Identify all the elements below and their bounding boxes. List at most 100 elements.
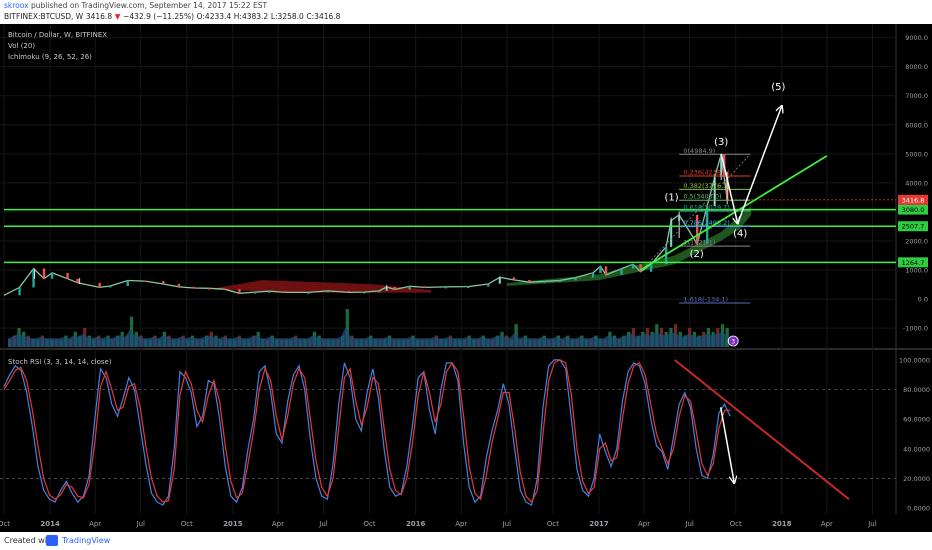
candle [393, 286, 396, 290]
fib-level-label: 0.236(4238.2) [683, 168, 729, 176]
candle [208, 288, 211, 290]
y-tick-label: 4000.0 [905, 179, 928, 187]
x-tick-label: 2014 [40, 520, 60, 528]
candle [649, 264, 653, 272]
candle [604, 266, 608, 275]
stoch-k-line [3, 359, 731, 507]
price-panel [0, 24, 932, 349]
candle [528, 279, 531, 283]
username-link[interactable]: skroox [4, 1, 29, 10]
osc-down-arrow [719, 407, 735, 483]
current-price-label: 3416.8 [902, 196, 925, 204]
candle [467, 286, 470, 289]
y-tick-label: 6000.0 [905, 121, 928, 129]
volume-bar [725, 328, 729, 347]
fib-level-label: 0.786(2498.2) [683, 219, 729, 227]
x-tick-label: Jul [867, 520, 877, 528]
x-tick-label: Oct [730, 520, 742, 528]
candle [664, 246, 668, 265]
fib-level-label: 0.618(3029.7) [683, 204, 729, 212]
elliott-wave-label: (5) [771, 82, 785, 93]
candle [631, 264, 635, 269]
candle [620, 268, 623, 275]
fib-diagonal [640, 153, 751, 272]
candle [377, 290, 381, 293]
uptrend-line [640, 155, 828, 271]
y-tick-label: 1000.0 [905, 267, 928, 275]
x-tick-label: Apr [638, 520, 650, 528]
osc-downtrend-line [674, 359, 850, 500]
chart-area[interactable]: Oct 2014 Apr Jul Oct 2015 Apr Jul Oct 2016 Apr Jul O… [0, 24, 932, 532]
candle [444, 286, 447, 289]
candle [162, 281, 165, 284]
y-tick-label: -1000.0 [903, 325, 928, 333]
stoch-d-line [3, 359, 731, 504]
current-price-tag [898, 194, 928, 205]
support-price-label: 1264.7 [902, 259, 925, 267]
candle [98, 282, 101, 288]
x-tick-label: Jul [684, 520, 694, 528]
x-tick-label: 2017 [589, 520, 609, 528]
candle [543, 281, 547, 283]
support-price-tag [898, 221, 928, 232]
last-price: 3416.8 [85, 12, 113, 21]
elliott-wave-label: (2) [690, 249, 704, 260]
elliott-wave-label: (4) [733, 229, 747, 240]
chart-svg[interactable]: Oct 2014 Apr Jul Oct 2015 Apr Jul Oct 2016 Apr Jul O… [0, 24, 932, 532]
symbol-name: BITFINEX:BTCUSD, W [4, 12, 84, 21]
support-price-label: 2507.7 [902, 223, 925, 231]
candle [512, 277, 516, 280]
candle [268, 291, 271, 293]
candle [639, 264, 642, 272]
y-tick-label: 5000.0 [905, 150, 928, 158]
candle [408, 286, 411, 290]
ohlc-high: H:4383.2 [233, 12, 269, 21]
x-tick-label: Apr [272, 520, 284, 528]
candle [283, 291, 287, 293]
fib-level-label: 0(4984.9) [683, 147, 715, 155]
y-tick-label: 7000.0 [905, 92, 928, 100]
candle [487, 283, 490, 287]
osc-y-tick-label: 60.0000 [903, 416, 930, 424]
candle [108, 285, 112, 288]
x-tick-label: Apr [89, 520, 101, 528]
support-price-tag [898, 257, 928, 268]
osc-y-tick-label: 20.0000 [903, 475, 930, 483]
volume-badge-icon [727, 335, 739, 347]
volume-ma-area [8, 327, 726, 347]
elliott-wave-label: (3) [714, 137, 728, 148]
candle [695, 214, 699, 244]
x-tick-label: Jul [136, 520, 146, 528]
candle [126, 280, 129, 286]
support-price-tag [898, 204, 928, 215]
chart-header: skroox published on TradingView.com, Sep… [0, 0, 932, 24]
tradingview-logo-icon[interactable] [46, 535, 58, 546]
candle [238, 289, 241, 294]
candle [326, 290, 330, 293]
x-tick-label: Apr [821, 520, 833, 528]
legend-entry: Bitcoin / Dollar, W, BITFINEX [8, 31, 107, 39]
footer: Created with TradingView [0, 532, 932, 550]
published-text: published on TradingView.com, September … [30, 1, 268, 10]
tradingview-link[interactable]: TradingView [62, 536, 111, 545]
fib-level-label: 0.5(3403.0) [683, 193, 721, 201]
fib-level-label: 0.382(3776.3) [683, 182, 729, 190]
ohlc-open: O:4233.4 [196, 12, 232, 21]
symbol-line: BITFINEX:BTCUSD, W 3416.8 ▼ −432.9 (−11.… [4, 12, 340, 22]
x-tick-label: Oct [547, 520, 559, 528]
fib-level-label: 1(1821.1) [683, 239, 715, 247]
x-tick-label: 2018 [772, 520, 792, 528]
volume-badge-label: 3 [731, 339, 735, 346]
wave-arrow [720, 153, 738, 224]
candle [574, 277, 577, 281]
ohlc-low: L:3258.0 [270, 12, 304, 21]
osc-y-tick-label: 80.0000 [903, 386, 930, 394]
osc-y-tick-label: 40.0000 [903, 445, 930, 453]
candle [254, 292, 257, 294]
created-with-text: Created with [4, 536, 56, 545]
ichimoku-cloud-red [217, 280, 432, 293]
y-tick-label: 0.0 [918, 296, 928, 304]
candle [362, 292, 366, 294]
ohlc-close: C:3416.8 [306, 12, 341, 21]
candle [599, 266, 602, 273]
